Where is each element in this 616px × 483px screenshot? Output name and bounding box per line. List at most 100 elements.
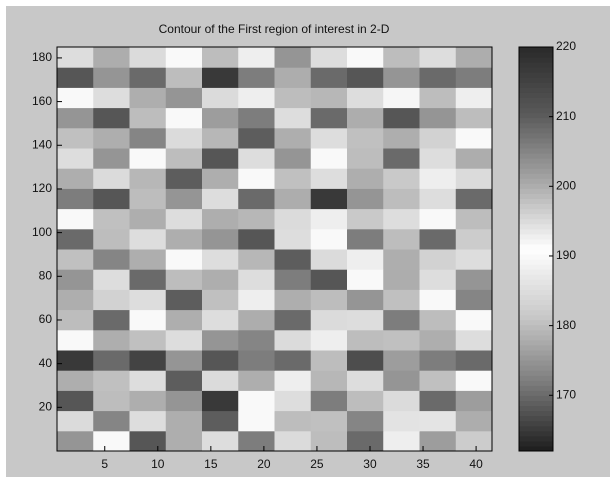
heatmap-cell — [455, 127, 493, 149]
heatmap-cell — [129, 87, 167, 109]
heatmap-cell — [383, 188, 420, 210]
heatmap-cell — [93, 107, 130, 129]
x-tick-label: 30 — [363, 457, 377, 471]
heatmap-cell — [202, 208, 239, 230]
heatmap-cell — [129, 228, 167, 250]
heatmap-cell — [274, 208, 312, 230]
heatmap-cell — [165, 47, 203, 68]
heatmap-cell — [310, 309, 348, 331]
colorbar-slice — [519, 122, 553, 129]
heatmap-cell — [129, 390, 167, 412]
heatmap-cell — [238, 430, 275, 452]
heatmap-cell — [419, 188, 457, 210]
heatmap-cell — [383, 107, 420, 129]
heatmap-cell — [202, 127, 239, 149]
heatmap-cell — [165, 410, 203, 432]
heatmap-cell — [93, 188, 130, 210]
colorbar-slice — [519, 274, 553, 280]
colorbar-slice — [519, 395, 553, 401]
heatmap-cell — [347, 410, 384, 432]
heatmap-cell — [93, 430, 130, 452]
heatmap-cell — [57, 390, 94, 412]
heatmap-cell — [310, 228, 348, 250]
colorbar-slice — [519, 344, 553, 351]
heatmap-cell — [202, 350, 239, 371]
heatmap-cell — [310, 188, 348, 210]
y-tick-label: 100 — [32, 225, 52, 239]
heatmap-cell — [202, 329, 239, 351]
heatmap-cell — [347, 309, 384, 331]
y-tick-label: 80 — [39, 268, 53, 282]
heatmap-cell — [455, 249, 493, 270]
heatmap-cell — [383, 350, 420, 371]
heatmap-cell — [347, 329, 384, 351]
heatmap-cell — [419, 67, 457, 88]
heatmap-cell — [455, 208, 493, 230]
heatmap-cell — [202, 390, 239, 412]
heatmap-cell — [274, 430, 312, 452]
heatmap-cell — [419, 107, 457, 129]
heatmap-cell — [310, 168, 348, 189]
heatmap-cell — [383, 208, 420, 230]
heatmap-cell — [419, 269, 457, 290]
heatmap-cell — [310, 47, 348, 68]
heatmap-cell — [93, 249, 130, 270]
y-tick-label: 140 — [32, 137, 52, 151]
heatmap-cell — [57, 228, 94, 250]
heatmap-cell — [274, 127, 312, 149]
heatmap-cell — [419, 309, 457, 331]
heatmap-cell — [202, 410, 239, 432]
heatmap-cell — [202, 107, 239, 129]
heatmap-cell — [383, 47, 420, 68]
heatmap-cell — [274, 148, 312, 169]
heatmap-cell — [57, 107, 94, 129]
colorbar-slice — [519, 324, 553, 331]
colorbar-slice — [519, 254, 553, 260]
y-tick-label: 180 — [32, 50, 52, 64]
heatmap-cell — [129, 47, 167, 68]
colorbar-slice — [519, 304, 553, 311]
heatmap-cell — [455, 168, 493, 189]
heatmap-cell — [238, 127, 275, 149]
colorbar-slice — [519, 158, 553, 164]
heatmap-cell — [57, 309, 94, 331]
heatmap-cell — [310, 148, 348, 169]
colorbar-slice — [519, 82, 553, 88]
heatmap-cell — [383, 87, 420, 109]
colorbar-slice — [519, 425, 553, 432]
colorbar-slice — [519, 228, 553, 235]
heatmap-cell — [202, 228, 239, 250]
colorbar-slice — [519, 218, 553, 225]
colorbar-slice — [519, 400, 553, 407]
heatmap-cell — [347, 107, 384, 129]
colorbar-slice — [519, 92, 553, 98]
colorbar-slice — [519, 163, 553, 169]
heatmap-cell — [347, 67, 384, 88]
heatmap-cell — [129, 350, 167, 371]
heatmap-cell — [57, 370, 94, 391]
heatmap-cell — [129, 329, 167, 351]
heatmap-cell — [274, 390, 312, 412]
colorbar-slice — [519, 137, 553, 144]
heatmap-cell — [93, 127, 130, 149]
heatmap-cell — [238, 228, 275, 250]
colorbar-slice — [519, 238, 553, 245]
colorbar-slice — [519, 405, 553, 412]
heatmap-cell — [238, 350, 275, 371]
colorbar-slice — [519, 213, 553, 220]
x-tick-label: 40 — [469, 457, 483, 471]
heatmap-cell — [274, 67, 312, 88]
heatmap-cell — [383, 289, 420, 311]
colorbar-slice — [519, 77, 553, 83]
heatmap-cell — [274, 309, 312, 331]
heatmap-cell — [274, 87, 312, 109]
colorbar-slice — [519, 52, 553, 58]
heatmap-cell — [57, 168, 94, 189]
heatmap-cell — [165, 249, 203, 270]
heatmap-cell — [57, 249, 94, 270]
colorbar-slice — [519, 355, 553, 361]
heatmap-cell — [347, 87, 384, 109]
heatmap-cell — [202, 188, 239, 210]
heatmap-cell — [310, 370, 348, 391]
colorbar-slice — [519, 102, 553, 109]
